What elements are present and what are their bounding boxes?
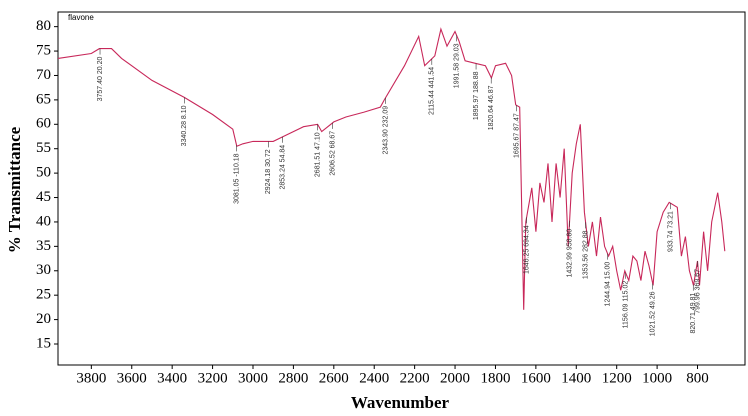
y-tick-label: 15 xyxy=(36,335,51,351)
y-tick-label: 45 xyxy=(36,189,51,205)
peak-label: 2924.18 30.72 xyxy=(265,149,272,194)
x-tick-label: 3400 xyxy=(157,370,187,386)
peak-label: 1432.99 958.80 xyxy=(566,229,573,278)
peak-label: 1021.52 49.26 xyxy=(650,291,657,336)
x-tick-label: 1000 xyxy=(642,370,672,386)
y-tick-label: 80 xyxy=(36,18,51,34)
y-tick-label: 65 xyxy=(36,91,51,107)
y-tick-label: 25 xyxy=(36,287,51,303)
x-tick-label: 2400 xyxy=(359,370,389,386)
peak-label: 820.71 49.81 xyxy=(690,293,697,334)
x-tick-label: 3600 xyxy=(117,370,147,386)
y-tick-label: 20 xyxy=(36,311,51,327)
x-tick-label: 1200 xyxy=(602,370,632,386)
peak-label: 2343.90 232.09 xyxy=(382,106,389,155)
peak-label: 2681.51 47.10 xyxy=(314,132,321,177)
x-tick-label: 1400 xyxy=(561,370,591,386)
y-tick-label: 35 xyxy=(36,238,51,254)
plot-frame xyxy=(57,11,746,366)
x-tick-label: 1800 xyxy=(480,370,510,386)
peak-label: 3757.40 20.20 xyxy=(97,57,104,102)
x-tick-label: 2200 xyxy=(400,370,430,386)
y-tick-label: 50 xyxy=(36,165,51,181)
peak-label: 799.96 369.67 xyxy=(694,269,701,314)
x-tick-label: 800 xyxy=(686,370,709,386)
x-tick-label: 2600 xyxy=(319,370,349,386)
peak-label: 2606.52 68.67 xyxy=(329,131,336,176)
peak-label: 1156.09 115.02 xyxy=(622,281,629,329)
chart-title: flavone xyxy=(68,13,94,22)
peak-label: 1244.94 15.00 xyxy=(604,262,611,307)
spectrum-line xyxy=(57,27,726,310)
peak-label: 933.74 73.21 xyxy=(667,211,674,252)
x-tick-label: 2800 xyxy=(278,370,308,386)
y-tick-label: 30 xyxy=(36,262,51,278)
x-tick-label: 2000 xyxy=(440,370,470,386)
peak-label: 1695.67 87.47 xyxy=(513,113,520,158)
peak-label: 1895.97 188.88 xyxy=(473,71,480,120)
peak-label: 2853.24 54.84 xyxy=(280,145,287,190)
y-tick-label: 55 xyxy=(36,140,51,156)
peak-label: 3340.28 8.10 xyxy=(181,105,188,146)
peak-label: 1353.56 282.88 xyxy=(582,230,589,279)
x-tick-label: 3000 xyxy=(238,370,268,386)
y-tick-label: 40 xyxy=(36,213,51,229)
x-axis-label: Wavenumber xyxy=(351,393,450,412)
peak-label: 1646.25 694.34 xyxy=(523,225,530,274)
y-axis-label: % Transmittance xyxy=(5,126,24,253)
x-tick-label: 1600 xyxy=(521,370,551,386)
peak-label: 1991.58 29.03 xyxy=(454,43,461,88)
y-tick-label: 75 xyxy=(36,42,51,58)
peak-label: 1820.64 46.87 xyxy=(488,85,495,130)
x-tick-label: 3200 xyxy=(198,370,228,386)
y-tick-label: 70 xyxy=(36,67,51,83)
peak-label: 3081.05 -110.18 xyxy=(233,153,240,204)
x-tick-label: 3800 xyxy=(76,370,106,386)
peak-label: 2115.44 441.54 xyxy=(429,67,436,115)
y-tick-label: 60 xyxy=(36,116,51,132)
